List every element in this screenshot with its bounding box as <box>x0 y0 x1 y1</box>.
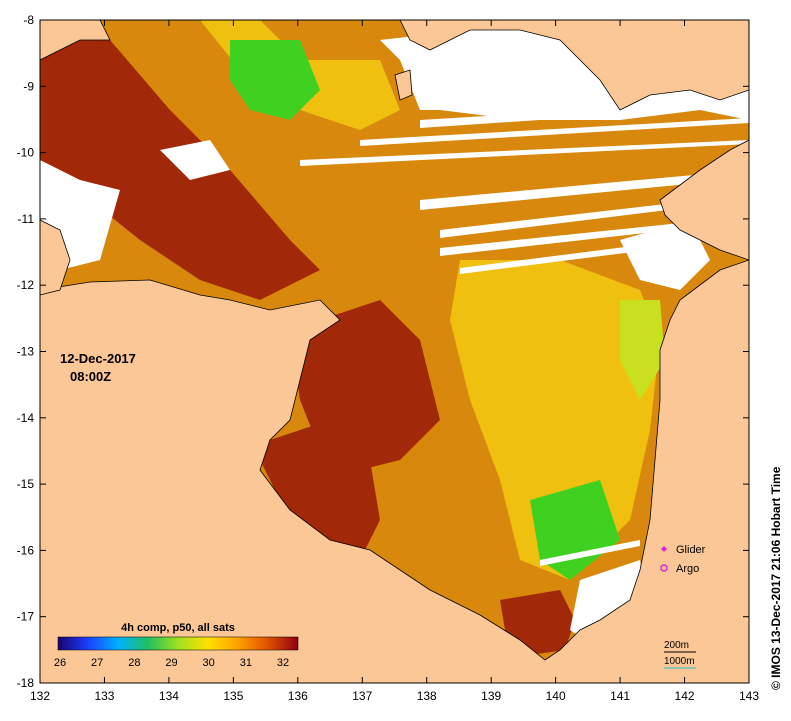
sst-hot-region-sw <box>260 420 380 560</box>
symbol-legend: Glider Argo <box>660 544 706 575</box>
y-tick-label: -8 <box>23 13 34 27</box>
colorbar-tick-label: 26 <box>54 657 66 669</box>
contour-1000m-label: 1000m <box>664 656 695 667</box>
x-tick-label: 134 <box>159 689 179 703</box>
sst-green-region <box>230 40 320 120</box>
landmass-new-guinea <box>399 20 749 111</box>
landmass-west <box>40 219 71 296</box>
x-tick-label: 143 <box>739 689 759 703</box>
x-tick-label: 137 <box>352 689 372 703</box>
x-tick-label: 135 <box>223 689 243 703</box>
sst-green-region-east <box>620 300 665 400</box>
y-tick-label: -14 <box>17 411 35 425</box>
x-tick-label: 136 <box>288 689 308 703</box>
y-tick-label: -15 <box>17 477 35 491</box>
argo-legend-label: Argo <box>676 563 699 575</box>
x-tick-label: 141 <box>610 689 630 703</box>
y-axis: -8 -9 -10 -11 -12 -13 -14 -15 -16 -17 -18 <box>17 13 749 690</box>
x-tick-label: 142 <box>675 689 695 703</box>
sst-cool-region <box>450 260 660 580</box>
y-tick-label: -16 <box>17 543 35 557</box>
y-tick-label: -9 <box>23 79 34 93</box>
credit-label: © IMOS 13-Dec-2017 21:06 Hobart Time <box>769 466 783 690</box>
landmass-aru-islands <box>394 69 413 101</box>
y-tick-label: -12 <box>17 278 35 292</box>
landmass-australia <box>40 259 749 683</box>
colorbar-tick-label: 31 <box>240 657 252 669</box>
colorbar-tick-label: 32 <box>277 657 289 669</box>
x-tick-label: 132 <box>30 689 50 703</box>
x-tick-label: 138 <box>417 689 437 703</box>
landmass-timor <box>40 20 111 61</box>
x-tick-label: 133 <box>94 689 114 703</box>
colorbar-tick-label: 28 <box>128 657 140 669</box>
colorbar-tick-label: 30 <box>203 657 215 669</box>
y-tick-label: -18 <box>17 676 35 690</box>
land-layer <box>40 20 749 683</box>
y-tick-label: -17 <box>17 610 35 624</box>
colorbar-title: 4h comp, p50, all sats <box>121 622 235 634</box>
landmass-cape-york <box>659 139 749 261</box>
y-tick-label: -13 <box>17 345 35 359</box>
date-label: 12-Dec-2017 <box>60 351 136 366</box>
argo-marker-icon <box>660 564 668 572</box>
contour-legend: 200m 1000m <box>664 640 696 669</box>
x-axis: 132 133 134 135 136 137 138 139 140 141 142 143 <box>30 20 759 703</box>
x-tick-label: 139 <box>481 689 501 703</box>
sst-green-region-south <box>530 480 620 580</box>
time-label: 08:00Z <box>70 369 111 384</box>
y-tick-label: -11 <box>18 212 35 226</box>
colorbar-gradient <box>57 636 299 651</box>
colorbar: 4h comp, p50, all sats 26 27 28 29 30 31 32 <box>54 622 299 669</box>
colorbar-tick-label: 27 <box>91 657 103 669</box>
glider-marker-icon <box>661 546 667 552</box>
glider-legend-label: Glider <box>676 544 706 556</box>
colorbar-ticks: 26 27 28 29 30 31 32 <box>54 657 289 669</box>
contour-200m-label: 200m <box>664 640 689 651</box>
no-data-streaks <box>40 20 749 650</box>
x-tick-label: 140 <box>546 689 566 703</box>
y-tick-label: -10 <box>17 146 35 160</box>
colorbar-tick-label: 29 <box>165 657 177 669</box>
